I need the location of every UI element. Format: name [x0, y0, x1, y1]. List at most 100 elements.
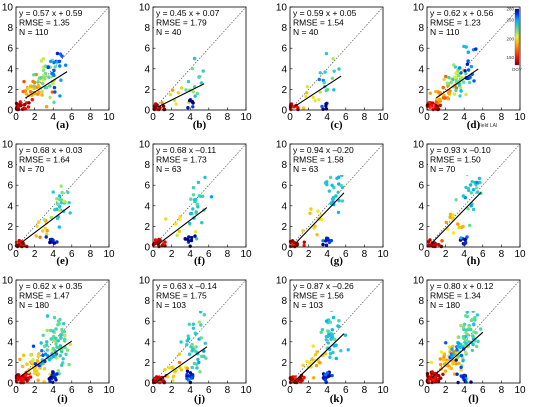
data-point: [458, 86, 463, 90]
data-point: [437, 243, 441, 247]
data-point: [475, 190, 480, 194]
data-point: [60, 329, 64, 333]
data-point: [451, 344, 455, 349]
data-point: [319, 217, 324, 222]
y-tick-label: 0: [144, 379, 150, 390]
data-point: [470, 317, 474, 321]
data-point: [471, 188, 476, 192]
data-point: [331, 350, 335, 355]
data-point: [459, 353, 464, 358]
y-tick-label: 0: [281, 243, 287, 254]
data-point: [43, 64, 48, 68]
y-tick-label: 6: [418, 44, 424, 55]
annotation-box: [17, 8, 73, 38]
data-point: [336, 324, 340, 328]
data-point: [463, 69, 467, 73]
data-point: [457, 225, 461, 230]
data-point: [20, 107, 25, 112]
y-tick-label: 2: [7, 85, 13, 96]
data-point: [30, 98, 34, 102]
colorbar-tick: 280: [506, 7, 514, 12]
data-point: [60, 363, 64, 367]
data-point: [57, 225, 61, 229]
y-tick-label: 8: [281, 296, 287, 307]
y-tick-label: 2: [144, 222, 150, 233]
data-point: [62, 337, 67, 341]
x-tick-label: 6: [480, 112, 486, 123]
x-tick-label: 10: [514, 385, 526, 396]
data-point: [68, 211, 72, 215]
x-tick-label: 6: [206, 112, 212, 123]
data-point: [24, 92, 28, 96]
data-point: [459, 236, 463, 240]
data-point: [203, 341, 207, 345]
data-point: [323, 70, 327, 74]
data-point: [29, 353, 33, 357]
data-point: [337, 175, 341, 179]
data-point: [187, 352, 192, 356]
data-point: [444, 74, 448, 79]
x-tick-label: 4: [187, 112, 193, 123]
x-tick-label: 4: [50, 112, 56, 123]
data-point: [198, 370, 202, 374]
data-point: [471, 334, 475, 338]
data-point: [329, 201, 333, 205]
data-point: [22, 353, 26, 357]
data-point: [40, 349, 44, 353]
data-point: [321, 242, 325, 247]
data-point: [52, 68, 56, 73]
data-point: [440, 239, 444, 243]
x-tick-label: 10: [103, 112, 115, 123]
y-tick-label: 0: [418, 379, 424, 390]
data-point: [469, 64, 474, 69]
data-point: [316, 209, 320, 213]
data-point: [44, 235, 48, 239]
data-point: [154, 102, 158, 106]
data-point: [59, 201, 64, 205]
data-point: [324, 243, 329, 247]
data-point: [439, 244, 444, 249]
data-point: [330, 183, 334, 187]
fit-equation: y = 0.63 x –0.14: [156, 281, 217, 291]
data-point: [454, 358, 458, 362]
data-point: [432, 378, 436, 382]
data-point: [468, 75, 472, 79]
data-point: [18, 357, 22, 362]
data-point: [439, 350, 444, 354]
data-point: [450, 347, 454, 351]
x-tick-label: 4: [187, 249, 193, 260]
data-point: [41, 68, 46, 73]
y-tick-label: 10: [413, 276, 425, 287]
data-point: [302, 240, 306, 244]
y-tick-label: 4: [7, 201, 13, 212]
panel-label: (d): [467, 119, 481, 131]
data-point: [186, 334, 190, 338]
y-tick-label: 10: [2, 3, 14, 14]
data-point: [457, 361, 461, 365]
regression-line: [157, 207, 208, 246]
data-point: [186, 106, 190, 110]
data-point: [330, 76, 335, 81]
data-point: [45, 328, 49, 333]
data-point: [330, 335, 335, 339]
data-point: [177, 352, 182, 356]
y-tick-label: 6: [418, 181, 424, 192]
data-point: [435, 104, 439, 108]
data-point: [178, 217, 182, 222]
data-point: [36, 92, 40, 96]
data-point: [170, 88, 175, 92]
data-point: [43, 226, 47, 230]
panel-label: (i): [57, 393, 68, 405]
data-point: [456, 341, 461, 346]
x-tick-label: 10: [103, 249, 115, 260]
data-point: [431, 101, 435, 105]
data-point: [162, 380, 166, 385]
x-tick-label: 2: [32, 249, 38, 260]
data-point: [476, 339, 480, 344]
data-point: [464, 71, 468, 76]
panel-label: (a): [56, 119, 69, 131]
data-point: [54, 378, 58, 382]
rmse-label: RMSE = 1.58: [293, 155, 344, 165]
data-point: [57, 194, 62, 198]
x-tick-label: 2: [169, 112, 175, 123]
